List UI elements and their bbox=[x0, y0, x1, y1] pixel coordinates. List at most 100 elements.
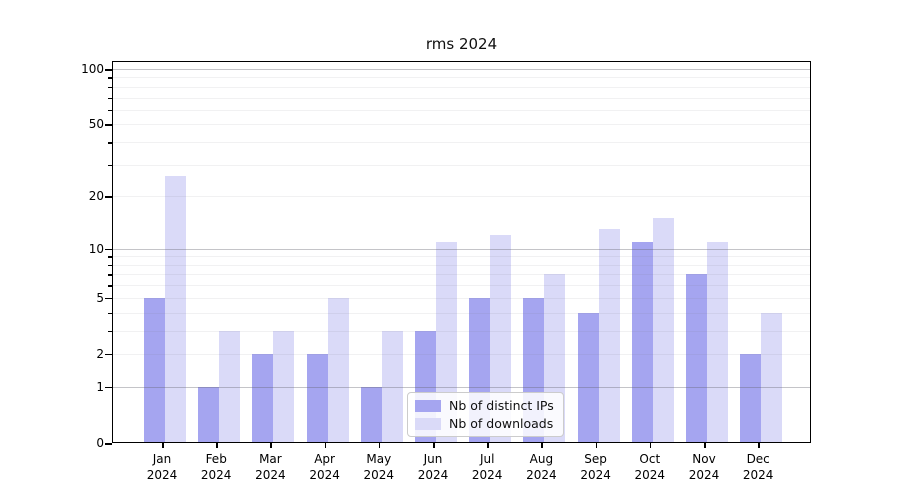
y-axis-minor-tick bbox=[108, 86, 112, 89]
gridline-minor bbox=[112, 256, 811, 258]
bar-mar-distinct-ips bbox=[252, 353, 274, 443]
bar-nov-distinct-ips bbox=[686, 274, 707, 443]
x-axis-tick bbox=[595, 443, 598, 448]
x-axis-tick bbox=[378, 443, 381, 448]
y-axis-tick bbox=[105, 353, 112, 356]
gridline-major bbox=[112, 69, 811, 70]
x-axis-tick bbox=[324, 443, 327, 448]
gridline-minor bbox=[112, 330, 811, 332]
x-axis-tick bbox=[758, 443, 760, 448]
x-axis-tick-label: Nov 2024 bbox=[688, 452, 720, 482]
bar-sep-distinct-ips bbox=[577, 312, 599, 443]
legend: Nb of distinct IPs Nb of downloads bbox=[407, 392, 564, 437]
bar-feb-downloads bbox=[219, 330, 241, 443]
y-axis-tick-label: 2 bbox=[96, 346, 104, 361]
y-axis-minor-tick bbox=[108, 274, 112, 276]
y-axis-minor-tick bbox=[108, 97, 112, 100]
y-axis-tick-label: 10 bbox=[88, 241, 104, 256]
x-axis-tick bbox=[704, 443, 706, 448]
x-axis-tick-label: Mar 2024 bbox=[255, 452, 286, 482]
x-axis-tick-label: Jan 2024 bbox=[146, 452, 178, 482]
x-axis-tick bbox=[487, 443, 489, 448]
bar-apr-downloads bbox=[327, 297, 349, 443]
plot-area bbox=[112, 61, 811, 443]
chart-title: rms 2024 bbox=[425, 35, 498, 53]
gridline-minor bbox=[112, 142, 811, 144]
gridline-minor bbox=[112, 274, 811, 276]
y-axis-tick bbox=[105, 248, 112, 251]
y-axis-minor-tick bbox=[108, 142, 112, 144]
gridline-minor bbox=[112, 164, 811, 166]
y-axis-tick bbox=[105, 386, 112, 389]
y-axis-minor-tick bbox=[108, 312, 112, 315]
y-axis-tick bbox=[105, 297, 112, 300]
y-axis-minor-tick bbox=[108, 285, 112, 287]
y-axis-tick-label: 1 bbox=[96, 379, 104, 394]
gridline-minor bbox=[112, 264, 811, 266]
x-axis-tick-label: Jul 2024 bbox=[471, 452, 503, 482]
x-axis-tick-label: May 2024 bbox=[363, 452, 395, 482]
bar-jan-distinct-ips bbox=[144, 297, 165, 443]
y-axis-minor-tick bbox=[108, 256, 112, 258]
x-axis-tick-label: Aug 2024 bbox=[526, 452, 557, 482]
gridline-minor bbox=[112, 77, 811, 79]
x-axis-tick bbox=[270, 443, 272, 448]
y-axis-tick-label: 50 bbox=[88, 117, 104, 132]
x-axis-tick bbox=[216, 443, 218, 448]
gridline-minor bbox=[112, 124, 811, 126]
gridline-major bbox=[112, 386, 811, 388]
bar-jul-downloads bbox=[490, 235, 512, 443]
y-axis-minor-tick bbox=[108, 330, 112, 333]
gridline-major bbox=[112, 248, 811, 250]
y-axis-minor-tick bbox=[108, 109, 112, 112]
y-axis-tick-label: 100 bbox=[81, 62, 104, 76]
bar-oct-downloads bbox=[652, 218, 674, 443]
legend-label-distinct-ips: Nb of distinct IPs bbox=[449, 398, 554, 413]
bar-oct-distinct-ips bbox=[631, 241, 653, 443]
x-axis-tick bbox=[433, 443, 435, 448]
legend-item-distinct-ips: Nb of distinct IPs bbox=[415, 398, 554, 413]
gridline-minor bbox=[112, 109, 811, 111]
gridline-minor bbox=[112, 297, 811, 299]
legend-item-downloads: Nb of downloads bbox=[415, 416, 554, 431]
y-axis-tick bbox=[105, 196, 112, 198]
legend-swatch-distinct-ips bbox=[415, 399, 441, 412]
y-axis-tick bbox=[105, 124, 112, 126]
bar-nov-downloads bbox=[707, 241, 728, 443]
x-axis-tick bbox=[541, 443, 543, 448]
bar-dec-distinct-ips bbox=[740, 353, 762, 443]
x-axis-tick bbox=[649, 443, 652, 448]
y-axis-minor-tick bbox=[108, 77, 112, 79]
y-axis-tick-label: 0 bbox=[96, 436, 104, 450]
bar-apr-distinct-ips bbox=[306, 353, 328, 443]
gridline-minor bbox=[112, 312, 811, 314]
gridline-minor bbox=[112, 285, 811, 287]
y-axis-minor-tick bbox=[108, 264, 112, 267]
y-axis-tick bbox=[105, 443, 112, 445]
x-axis-tick-label: Feb 2024 bbox=[200, 452, 232, 482]
x-axis-tick-label: Oct 2024 bbox=[634, 452, 666, 482]
gridline-minor bbox=[112, 86, 811, 88]
bar-may-distinct-ips bbox=[360, 386, 382, 443]
bar-sep-downloads bbox=[598, 229, 620, 443]
bar-jan-downloads bbox=[165, 175, 186, 443]
y-axis-tick bbox=[105, 69, 112, 71]
x-axis-tick-label: Sep 2024 bbox=[580, 452, 611, 482]
legend-swatch-downloads bbox=[415, 417, 441, 430]
gridline-minor bbox=[112, 97, 811, 99]
y-axis-minor-tick bbox=[108, 164, 112, 167]
legend-label-downloads: Nb of downloads bbox=[449, 416, 554, 431]
bar-dec-downloads bbox=[761, 312, 783, 443]
x-axis-tick bbox=[162, 443, 164, 448]
x-axis-tick-label: Apr 2024 bbox=[309, 452, 340, 482]
x-axis-tick-label: Dec 2024 bbox=[742, 452, 774, 482]
gridline-minor bbox=[112, 196, 811, 198]
bar-may-downloads bbox=[381, 330, 403, 443]
gridline-minor bbox=[112, 353, 811, 355]
y-axis-tick-label: 5 bbox=[96, 290, 104, 305]
x-axis-tick-label: Jun 2024 bbox=[417, 452, 449, 482]
y-axis-tick-label: 20 bbox=[88, 189, 104, 204]
bar-feb-distinct-ips bbox=[198, 386, 220, 443]
bar-mar-downloads bbox=[273, 330, 295, 443]
